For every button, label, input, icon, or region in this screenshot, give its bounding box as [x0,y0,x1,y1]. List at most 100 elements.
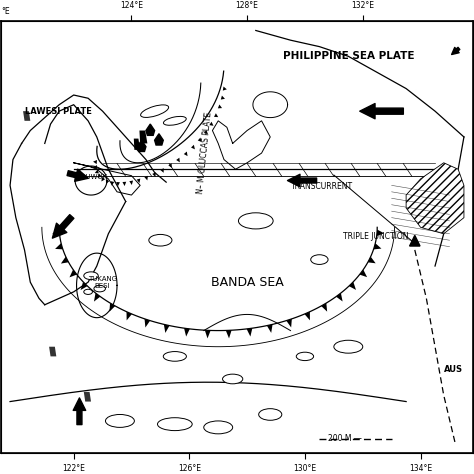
Ellipse shape [204,421,233,434]
Polygon shape [94,293,100,301]
Polygon shape [410,236,420,246]
Polygon shape [134,138,140,150]
Polygon shape [374,243,382,249]
Polygon shape [339,388,340,399]
Polygon shape [95,170,99,173]
Ellipse shape [311,255,328,264]
Polygon shape [369,63,373,71]
Text: °E: °E [1,8,10,17]
Polygon shape [116,182,120,186]
Polygon shape [98,173,101,178]
Polygon shape [55,243,63,249]
Polygon shape [61,257,69,264]
Polygon shape [160,168,164,173]
Polygon shape [460,145,468,146]
Polygon shape [281,31,283,41]
Polygon shape [286,319,292,328]
Polygon shape [146,124,155,136]
Ellipse shape [141,105,169,118]
Text: PHILIPPINE SEA PLATE: PHILIPPINE SEA PLATE [283,51,414,61]
Polygon shape [106,180,109,184]
Polygon shape [20,396,21,407]
Polygon shape [326,43,328,52]
Polygon shape [267,324,273,333]
Polygon shape [84,392,91,401]
Polygon shape [455,126,460,133]
Ellipse shape [334,340,363,353]
Polygon shape [63,390,64,401]
Ellipse shape [163,352,186,361]
Polygon shape [152,173,156,177]
Polygon shape [221,96,225,100]
Polygon shape [23,111,30,121]
Polygon shape [205,330,210,338]
Polygon shape [398,79,401,87]
Polygon shape [360,391,361,402]
Polygon shape [93,160,97,164]
Polygon shape [218,104,222,109]
Polygon shape [318,386,319,396]
Polygon shape [360,270,367,277]
Polygon shape [354,55,358,63]
Ellipse shape [223,374,243,384]
Polygon shape [139,130,147,144]
Polygon shape [155,134,163,145]
Polygon shape [93,165,97,169]
Polygon shape [349,282,356,290]
Polygon shape [129,181,133,185]
Text: LUWUK: LUWUK [82,174,108,180]
Polygon shape [406,163,464,234]
Polygon shape [439,241,447,244]
Ellipse shape [84,289,92,294]
Polygon shape [127,383,128,393]
Polygon shape [382,394,383,405]
Ellipse shape [238,213,273,229]
Polygon shape [198,137,202,142]
Polygon shape [340,48,343,57]
Polygon shape [204,130,208,134]
Polygon shape [435,257,443,260]
Polygon shape [84,387,85,398]
Polygon shape [105,385,106,395]
Polygon shape [137,179,140,183]
Polygon shape [176,158,180,163]
Ellipse shape [84,272,98,280]
Polygon shape [127,312,132,320]
Polygon shape [110,181,114,186]
Polygon shape [440,112,446,120]
Polygon shape [145,319,150,328]
Ellipse shape [296,352,314,361]
Text: AUS: AUS [444,365,463,374]
Text: BANDA SEA: BANDA SEA [211,276,283,289]
Polygon shape [191,145,195,149]
Text: TRIPLE JUNCTION: TRIPLE JUNCTION [343,233,408,241]
Polygon shape [101,177,105,182]
Polygon shape [453,176,462,179]
Polygon shape [223,87,227,91]
Polygon shape [457,161,465,163]
Ellipse shape [164,117,186,125]
Polygon shape [297,36,299,45]
Polygon shape [321,303,327,312]
Ellipse shape [157,418,192,430]
Polygon shape [184,152,188,156]
Polygon shape [148,381,149,392]
Polygon shape [246,328,252,337]
Polygon shape [210,122,213,126]
Polygon shape [52,229,60,236]
Text: LAWESI PLATE: LAWESI PLATE [25,107,91,116]
Polygon shape [311,39,313,48]
Polygon shape [184,328,190,337]
Polygon shape [81,282,88,290]
Text: N– M OLUCCAS PLATE: N– M OLUCCAS PLATE [196,112,214,194]
Polygon shape [164,324,170,333]
Ellipse shape [259,409,282,420]
Polygon shape [168,163,172,168]
Polygon shape [426,100,431,108]
Polygon shape [336,293,343,301]
Polygon shape [42,393,43,404]
Polygon shape [145,176,148,181]
Text: TRANSCURRENT: TRANSCURRENT [291,182,353,191]
Polygon shape [70,270,77,277]
Polygon shape [368,256,376,264]
